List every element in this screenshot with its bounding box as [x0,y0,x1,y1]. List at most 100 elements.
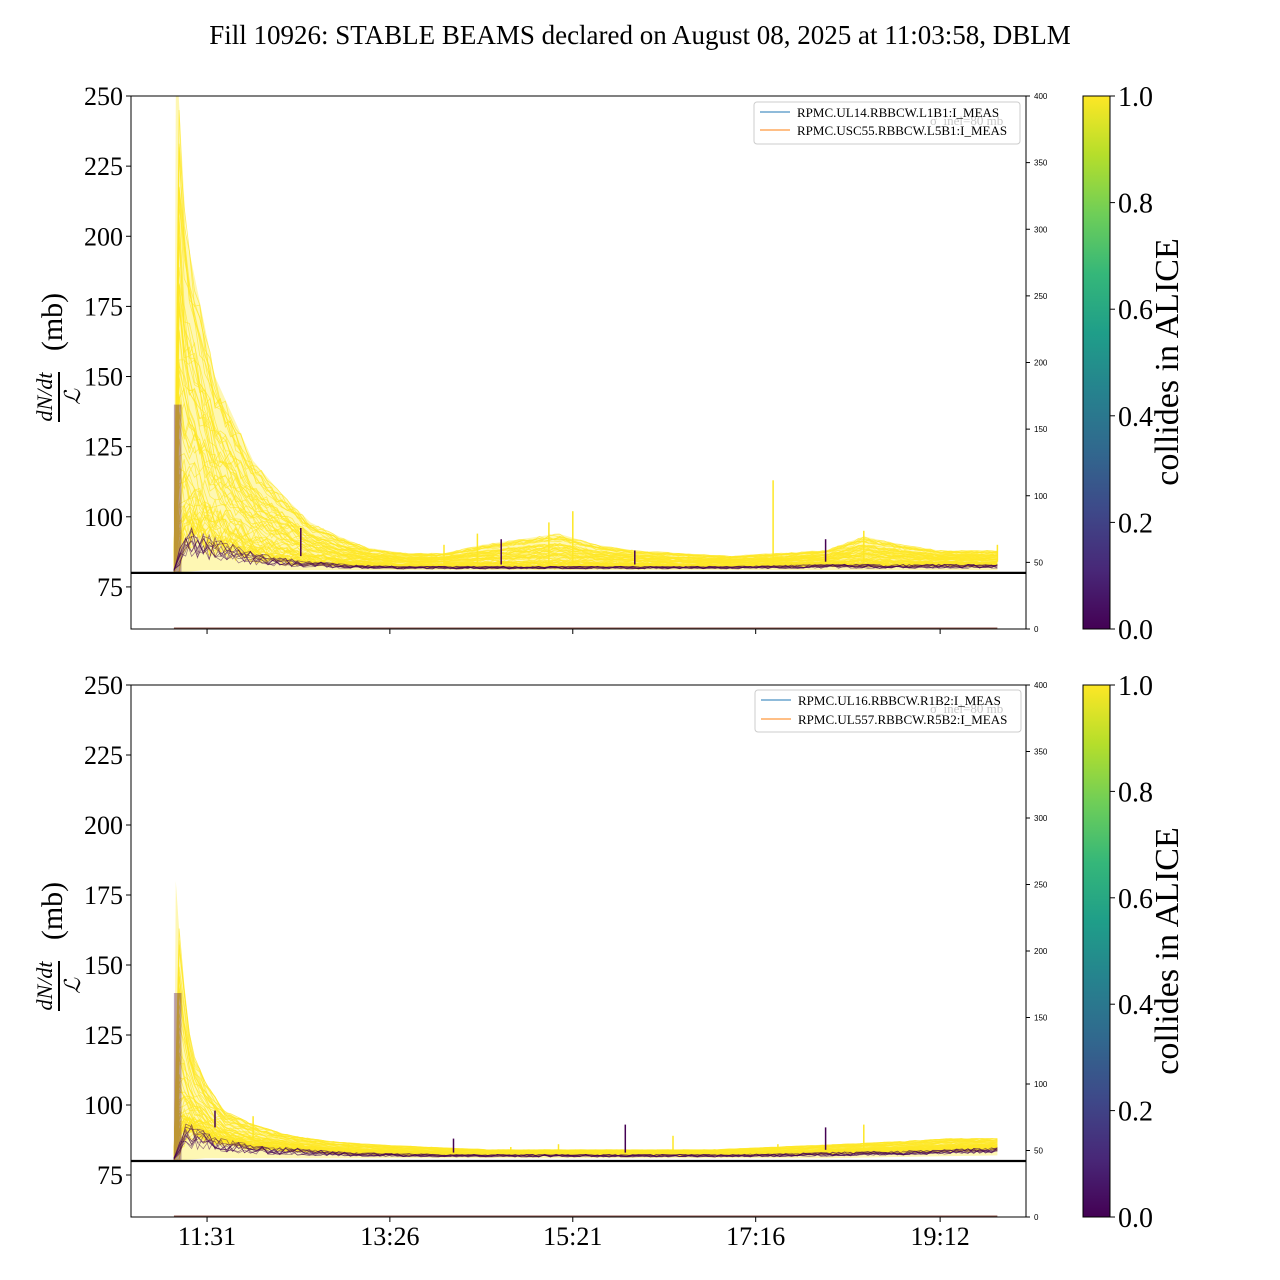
bottom-axes: 75 100 125 150 175 200 225 250 0 50 100 150 200 250 30… [84,671,1048,1251]
bottom-early-band [173,993,182,1161]
top-plot-area [173,96,999,629]
top-colorbar-tick: 0.0 [1118,615,1153,646]
bottom-y2tick-label: 100 [1034,1080,1048,1089]
bottom-dark-trace [173,1130,998,1159]
svg-text:(mb): (mb) [36,293,69,351]
bottom-trace [173,1115,998,1162]
bottom-colorbar-tick: 0.8 [1118,777,1153,808]
bottom-trace [173,1033,998,1162]
bottom-ytick-label: 75 [97,1161,123,1190]
top-colorbar-label: collides in ALICE [1149,238,1186,485]
bottom-ghost-label: σ_inel=80 mb [930,701,1003,716]
top-colorbar-tick: 1.0 [1118,82,1153,113]
bottom-trace [173,992,998,1162]
top-trace [173,151,998,573]
bottom-y2tick-label: 250 [1034,881,1048,890]
bottom-panel: 75 100 125 150 175 200 225 250 0 50 100 150 200 250 30… [32,671,1186,1251]
bottom-trace [173,940,998,1162]
bottom-y2tick-label: 150 [1034,1014,1048,1023]
bottom-y2tick-label: 350 [1034,748,1048,757]
top-trace [173,472,998,573]
bottom-ylabel-numerator: dN/dt [32,961,57,1011]
top-y2tick-label: 400 [1034,92,1048,101]
bottom-xtick-label: 15:21 [543,1222,602,1251]
top-ytick-label: 100 [84,503,123,532]
bottom-xtick-label: 13:26 [360,1222,419,1251]
top-ytick-label: 200 [84,222,123,251]
top-colorbar-tick: 0.2 [1118,508,1153,539]
bottom-legend: σ_inel=80 mb RPMC.UL16.RBBCW.R1B2:I_MEAS… [754,689,1022,733]
top-trace [173,192,998,573]
top-trace [173,492,998,573]
bottom-plot-area [173,881,998,1217]
bottom-ytick-label: 200 [84,811,123,840]
top-trace [173,109,998,573]
bottom-xtick-label: 19:12 [911,1222,970,1251]
top-legend-entry-1: RPMC.UL14.RBBCW.L1B1:I_MEAS [797,105,999,120]
top-early-band [173,404,182,573]
bottom-ytick-label: 125 [84,1021,123,1050]
bottom-xtick-label: 11:31 [178,1222,236,1251]
top-y2tick-label: 0 [1034,625,1039,634]
bottom-legend-entry-2: RPMC.UL557.RBBCW.R5B2:I_MEAS [798,712,1007,727]
top-ghost-label: σ_inel=80 mb [930,113,1003,128]
bottom-ytick-label: 175 [84,881,123,910]
top-trace [173,297,998,573]
top-ylabel: (mb) dN/dt ℒ [32,293,85,422]
top-y2tick-label: 200 [1034,359,1048,368]
top-panel: 75 100 125 150 175 200 225 250 0 50 100 150 200 250 30… [32,82,1186,646]
top-envelope-fill [173,96,998,573]
top-colorbar-tick: 0.6 [1118,295,1153,326]
bottom-colorbar-tick: 0.0 [1118,1203,1153,1234]
bottom-ytick-label: 250 [84,671,123,700]
top-ylabel-denominator: ℒ [60,388,85,405]
bottom-y2tick-label: 0 [1034,1213,1039,1222]
top-y2tick-label: 250 [1034,292,1048,301]
figure-title: Fill 10926: STABLE BEAMS declared on Aug… [209,20,1071,50]
bottom-legend-entry-1: RPMC.UL16.RBBCW.R1B2:I_MEAS [798,693,1001,708]
top-legend: σ_inel=80 mb RPMC.UL14.RBBCW.L1B1:I_MEAS… [753,101,1021,145]
top-ytick-label: 250 [84,82,123,111]
bottom-ytick-label: 150 [84,951,123,980]
bottom-ylabel-denominator: ℒ [60,977,85,994]
bottom-trace [173,976,998,1162]
top-dark-trace [173,528,998,571]
bottom-y2tick-label: 300 [1034,814,1048,823]
top-ytick-label: 150 [84,363,123,392]
top-trace [173,146,998,573]
top-y2tick-label: 350 [1034,159,1048,168]
top-ylabel-unit: (mb) [36,293,69,351]
top-trace [173,236,998,573]
top-y2tick-label: 300 [1034,225,1048,234]
bottom-colorbar-tick: 0.2 [1118,1097,1153,1128]
top-trace [173,362,998,573]
top-ylabel-numerator: dN/dt [32,372,57,422]
bottom-y2tick-label: 50 [1034,1147,1043,1156]
bottom-ytick-label: 225 [84,741,123,770]
bottom-ylabel-unit: (mb) [36,882,69,940]
bottom-envelope-fill [173,881,998,1161]
top-trace [173,283,998,573]
top-ytick-label: 225 [84,152,123,181]
bottom-colorbar-tick: 0.6 [1118,884,1153,915]
bottom-trace [173,966,998,1162]
bottom-trace [173,985,998,1162]
svg-text:(mb): (mb) [36,882,69,940]
top-colorbar: 0.0 0.2 0.4 0.6 0.8 1.0 collides in ALICE [1082,82,1186,646]
top-ytick-label: 75 [97,573,123,602]
bottom-ylabel: (mb) dN/dt ℒ [32,882,85,1011]
top-trace [173,286,998,573]
bottom-trace [173,987,998,1162]
bottom-trace [173,975,998,1162]
bottom-xtick-label: 17:16 [726,1222,785,1251]
bottom-trace [173,972,998,1162]
top-colorbar-tick: 0.8 [1118,189,1153,220]
bottom-y2tick-label: 200 [1034,947,1048,956]
top-trace [173,308,998,573]
top-y2tick-label: 150 [1034,425,1048,434]
top-y2tick-label: 50 [1034,558,1043,567]
bottom-trace [173,989,998,1162]
top-trace [173,401,998,573]
top-colorbar-tick: 0.4 [1118,402,1153,433]
